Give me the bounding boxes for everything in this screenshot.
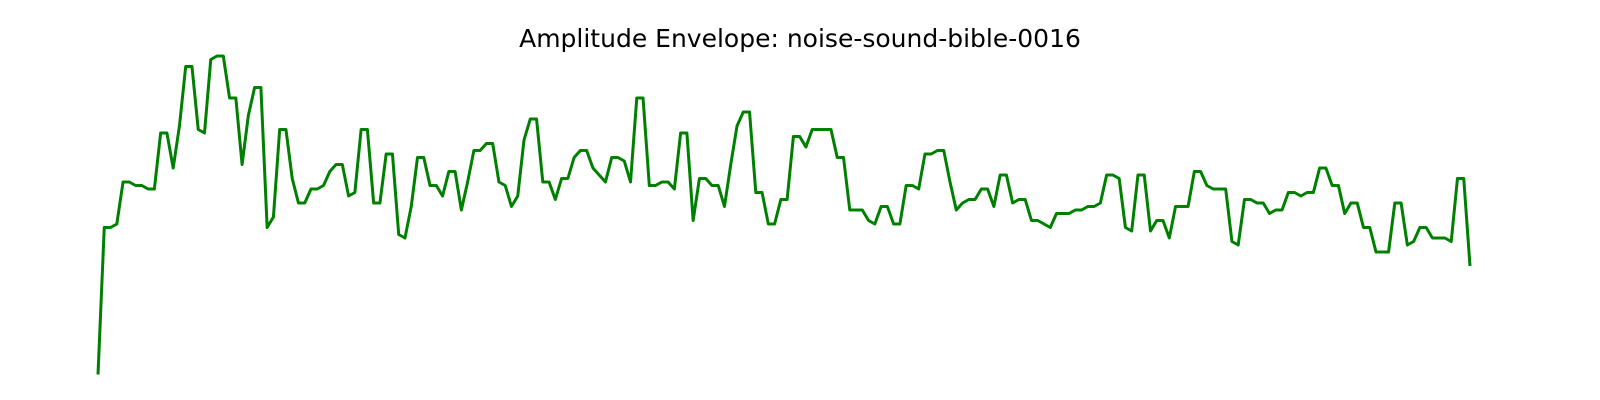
series-layer: [96, 54, 1472, 375]
series-line-0: [96, 54, 1472, 375]
chart-title: Amplitude Envelope: noise-sound-bible-00…: [519, 24, 1081, 53]
